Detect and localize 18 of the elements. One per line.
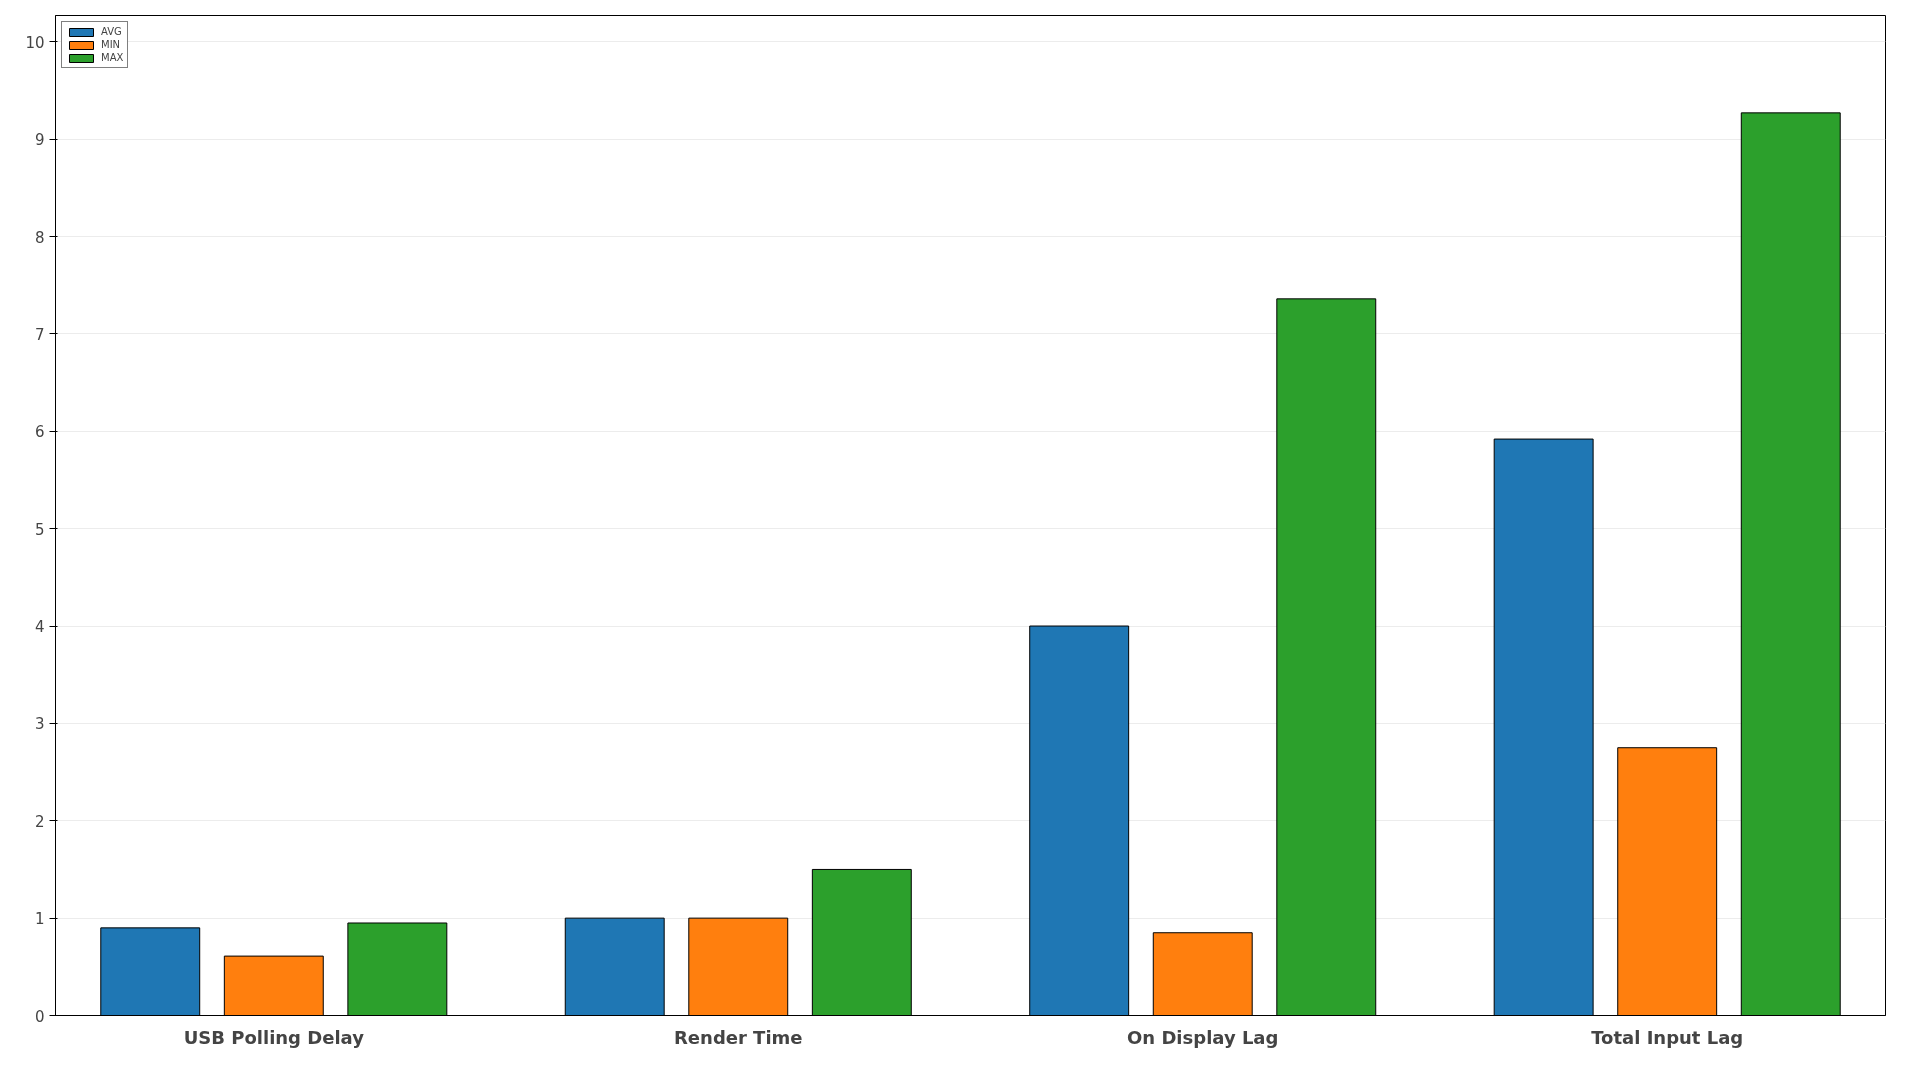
y-tick-label: 0 bbox=[34, 1007, 45, 1026]
y-tick-label: 10 bbox=[25, 33, 45, 52]
x-tick-label: On Display Lag bbox=[1127, 1026, 1279, 1048]
y-tick-label: 6 bbox=[34, 423, 45, 442]
y-tick-label: 3 bbox=[34, 715, 45, 734]
x-tick-label: Total Input Lag bbox=[1591, 1026, 1744, 1048]
x-tick-label: Render Time bbox=[674, 1026, 803, 1048]
y-tick-label: 2 bbox=[34, 812, 45, 831]
y-tick-label: 1 bbox=[34, 910, 45, 929]
legend-label: MAX bbox=[101, 52, 124, 63]
x-tick-label: USB Polling Delay bbox=[183, 1026, 365, 1048]
y-tick-label: 9 bbox=[34, 131, 45, 150]
y-tick-label: 5 bbox=[34, 520, 45, 539]
y-tick-label: 8 bbox=[34, 228, 45, 247]
y-tick-label: 4 bbox=[34, 618, 45, 637]
legend-label: AVG bbox=[101, 26, 122, 37]
legend-label: MIN bbox=[101, 39, 121, 50]
y-tick-label: 7 bbox=[34, 325, 45, 344]
